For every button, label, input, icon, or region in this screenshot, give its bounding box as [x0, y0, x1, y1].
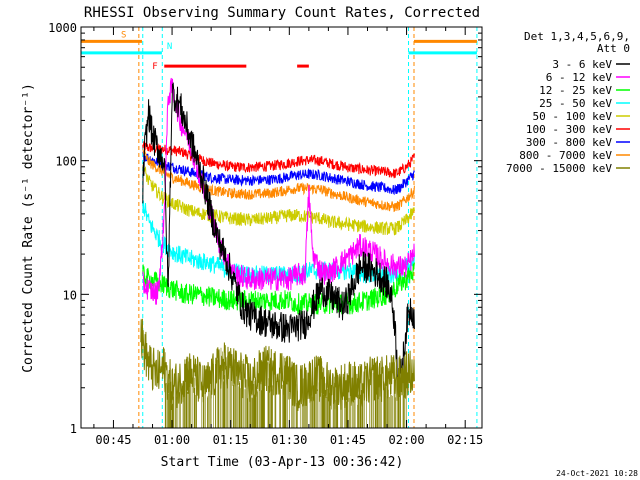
x-tick-label: 02:00: [389, 433, 425, 447]
x-tick-label: 01:15: [213, 433, 249, 447]
y-tick-label: 100: [55, 155, 77, 169]
legend-label: 50 - 100 keV: [533, 110, 613, 123]
x-tick-label: 01:45: [330, 433, 366, 447]
series-line-3-6-keV: [142, 82, 415, 395]
legend-label: 12 - 25 keV: [539, 84, 612, 97]
legend-label: 800 - 7000 keV: [519, 149, 612, 162]
x-axis-label: Start Time (03-Apr-13 00:36:42): [161, 455, 404, 470]
y-tick-label: 1000: [48, 21, 77, 35]
series-line-800-7000-keV: [142, 149, 415, 213]
data-layer: S NF: [81, 27, 478, 428]
series-line-50-100-keV: [142, 165, 415, 236]
x-tick-label: 02:15: [447, 433, 483, 447]
status-marker-label-n: N: [167, 42, 172, 52]
plot-frame: [80, 26, 483, 429]
status-marker-label-s: S: [121, 30, 126, 40]
x-tick-label: 01:00: [154, 433, 190, 447]
y-axis-label: Corrected Count Rate (s⁻¹ detector⁻¹): [21, 83, 36, 373]
axes: 00:45 01:00 01:15 01:30 01:45 02:00 02:15 1 10 10…: [48, 21, 483, 447]
legend-label: 25 - 50 keV: [539, 97, 612, 110]
x-tick-label: 00:45: [95, 433, 131, 447]
legend-header: Att 0: [597, 42, 630, 55]
legend-header: Det 1,3,4,5,6,9,: [524, 30, 630, 43]
series-line-12-25-keV: [142, 262, 415, 315]
timestamp-footer: 24-Oct-2021 10:28: [556, 469, 638, 478]
series-line-300-800-keV: [142, 151, 415, 196]
flare-label: F: [152, 62, 157, 72]
legend-label: 7000 - 15000 keV: [506, 162, 612, 175]
y-tick-label: 10: [63, 288, 77, 302]
legend-label: 6 - 12 keV: [546, 71, 613, 84]
y-tick-label: 1: [70, 422, 77, 436]
legend-label: 3 - 6 keV: [552, 58, 612, 71]
x-tick-label: 01:30: [271, 433, 307, 447]
series-line-100-300-keV: [142, 141, 415, 179]
legend-label: 100 - 300 keV: [526, 123, 612, 136]
chart-title: RHESSI Observing Summary Count Rates, Co…: [84, 5, 480, 21]
legend-label: 300 - 800 keV: [526, 136, 612, 149]
